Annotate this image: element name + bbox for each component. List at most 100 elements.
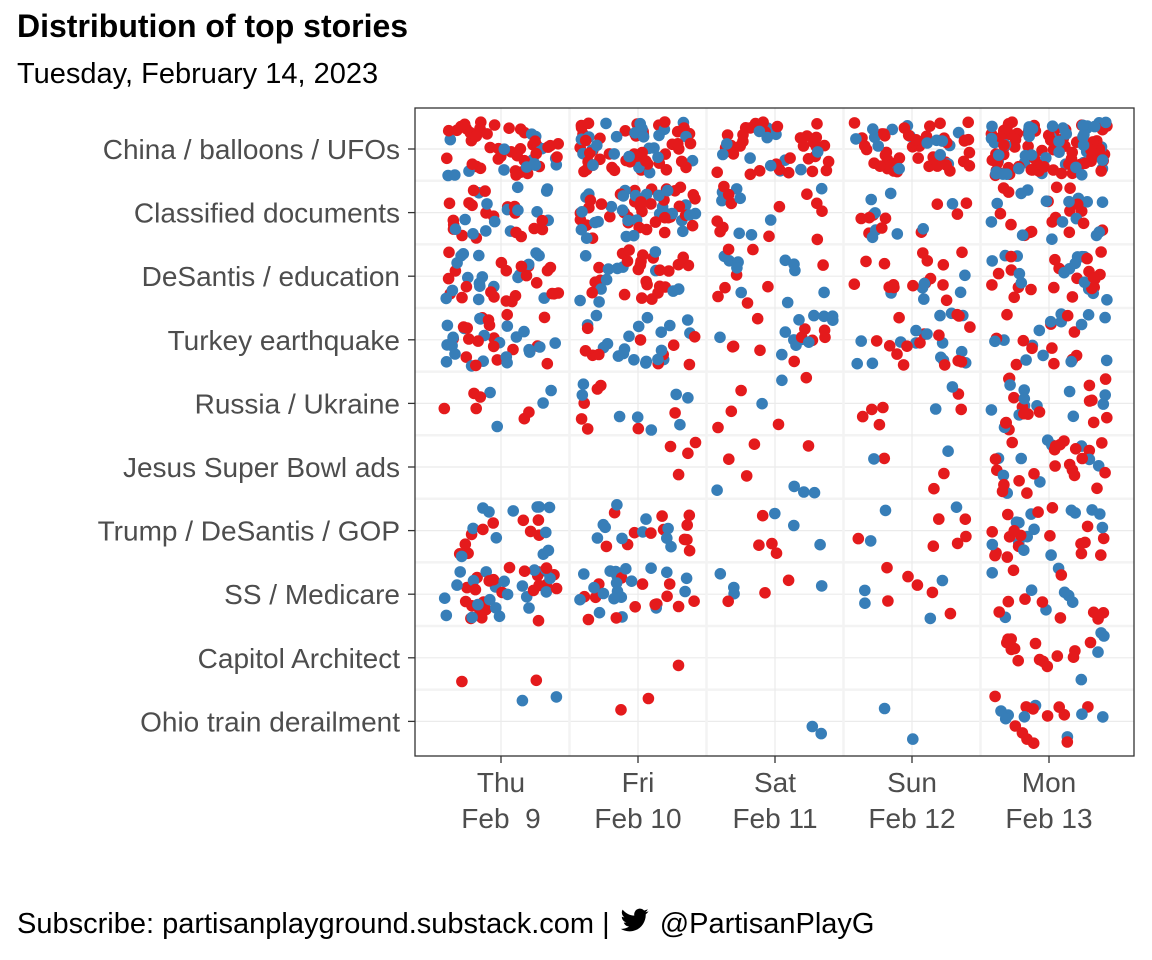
data-point [776,348,788,361]
data-point [756,397,768,410]
data-point [1025,283,1037,296]
data-point [524,525,537,538]
data-point [451,124,463,137]
data-point [510,169,522,181]
data-point [986,567,998,579]
data-point [1018,392,1031,405]
data-point [491,354,504,366]
data-point [723,453,735,466]
data-point [806,165,819,178]
data-point [1067,651,1080,663]
data-point [487,517,500,529]
data-point [897,359,910,371]
data-point [818,286,830,299]
data-point [474,312,486,325]
data-point [1037,349,1049,362]
data-point [541,183,554,195]
data-point [653,189,665,202]
data-point [443,197,456,210]
data-point [901,340,913,353]
data-point [474,391,487,403]
data-point [789,264,801,277]
data-point [1068,326,1081,338]
data-point [764,214,777,226]
data-point [1075,318,1088,331]
data-point [610,612,623,624]
data-point [1077,139,1090,151]
data-point [1018,384,1030,396]
data-point [652,287,664,299]
data-point [815,182,828,195]
data-point [1005,250,1017,263]
data-point [470,130,483,142]
data-point [877,401,889,414]
data-point [763,230,775,243]
data-point [756,509,769,522]
data-point [1001,308,1013,321]
data-point [593,606,606,619]
data-point [658,226,671,239]
chart-title: Distribution of top stories [17,8,409,44]
data-point [1008,525,1020,537]
data-point [653,129,665,142]
data-point [645,527,657,539]
data-point [1002,508,1014,521]
data-point [683,358,696,371]
data-point [989,453,1002,466]
data-point [490,532,503,544]
data-point [1078,276,1091,289]
data-point [1077,217,1090,230]
data-point [466,611,478,624]
data-point [1076,452,1088,465]
data-point [510,226,522,239]
data-point [667,285,679,297]
data-point [1054,438,1066,451]
data-point [751,312,764,325]
data-point [934,117,946,130]
data-point [817,259,829,271]
data-point [1008,391,1020,404]
data-point [1099,373,1112,385]
data-point [541,357,554,370]
data-point [801,188,813,200]
data-point [577,378,590,391]
data-point [1000,168,1013,180]
data-point [523,346,536,358]
data-point [538,311,551,324]
data-point [1067,410,1080,423]
data-point [866,357,879,370]
data-point [1041,660,1054,673]
data-point [531,206,543,218]
data-point [473,249,485,262]
data-point [516,580,529,592]
data-point [883,340,896,352]
data-point [576,206,588,218]
data-point [498,164,510,176]
data-point [1002,595,1015,608]
data-point [733,227,745,240]
data-point [740,470,753,482]
y-tick-label: Turkey earthquake [168,325,400,356]
data-point [731,262,743,274]
data-point [1100,354,1113,367]
data-point [955,403,967,416]
data-point [985,132,998,145]
data-point [457,248,470,260]
data-point [917,223,929,235]
data-point [1025,149,1038,161]
data-point [476,612,488,624]
data-point [629,601,641,613]
data-point [959,269,971,282]
data-point [800,371,813,384]
data-point [1064,182,1076,194]
data-point [912,152,924,164]
data-point [1015,187,1027,200]
data-point [591,532,604,544]
data-point [631,411,644,424]
data-point [467,522,479,535]
data-point [449,348,461,360]
data-point [928,482,940,495]
data-point [820,164,833,177]
data-point [595,198,608,210]
data-point [501,320,514,332]
